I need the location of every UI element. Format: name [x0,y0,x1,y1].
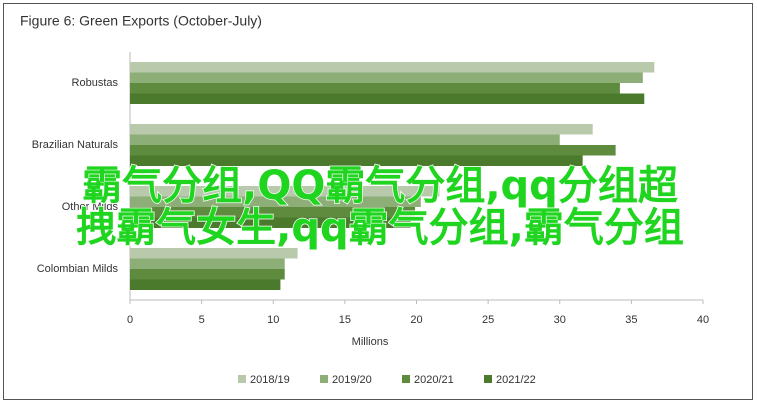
x-tick-label: 20 [410,314,422,326]
legend-label: 2018/19 [250,374,290,386]
bar [130,258,285,269]
legend-swatch [320,375,328,383]
legend-swatch [402,375,410,383]
legend-swatch [484,375,492,383]
bar [130,124,593,135]
bar [130,217,411,228]
bar [130,196,421,207]
x-tick-label: 10 [267,314,279,326]
bar [130,248,298,259]
legend-label: 2021/22 [496,374,536,386]
bar [130,186,440,197]
y-tick-label: Colombian Milds [37,263,119,275]
x-axis-label: Millions [352,336,389,348]
x-tick-label: 30 [554,314,566,326]
bar [130,279,281,290]
y-tick-label: Brazilian Naturals [32,139,119,151]
chart-title: Figure 6: Green Exports (October-July) [20,13,262,29]
bar [130,145,616,156]
bar [130,62,655,73]
x-tick-label: 25 [482,314,494,326]
bar [130,155,583,166]
x-tick-label: 5 [199,314,205,326]
bar [130,93,645,104]
x-tick-label: 35 [625,314,637,326]
legend-label: 2019/20 [332,374,372,386]
bar [130,207,416,218]
bar [130,83,620,94]
y-tick-label: Other Milds [62,201,119,213]
y-tick-label: Robustas [72,77,119,89]
bar [130,269,285,280]
x-tick-label: 15 [339,314,351,326]
x-tick-label: 0 [127,314,133,326]
overlay-text: 霸气分组,QQ霸气分组,qq分组超 [82,163,679,209]
overlay-text: 拽霸气女生,qq霸气分组,霸气分组 [76,205,684,251]
x-tick-label: 40 [697,314,709,326]
bar [130,72,643,83]
legend-swatch [238,375,246,383]
bar [130,134,560,145]
legend-label: 2020/21 [414,374,454,386]
